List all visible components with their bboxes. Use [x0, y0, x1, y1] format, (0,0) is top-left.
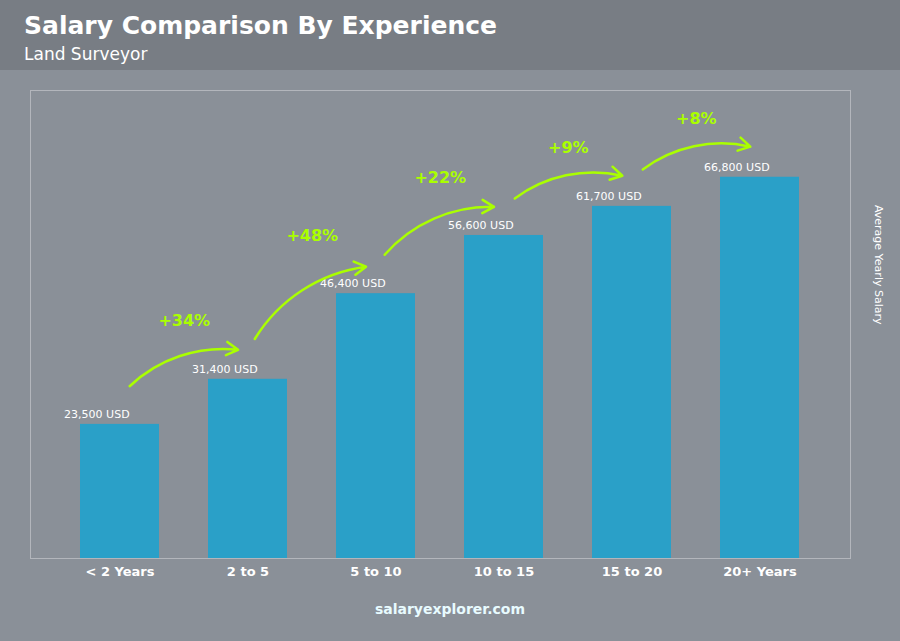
svg-text:+9%: +9% — [548, 138, 589, 157]
svg-text:20+ Years: 20+ Years — [723, 564, 797, 579]
html-text:salaryexplorer.com: salaryexplorer.com — [374, 601, 526, 617]
svg-text:61,700 USD: 61,700 USD — [576, 190, 642, 203]
svg-text:5 to 10: 5 to 10 — [350, 564, 401, 579]
svg-text:+34%: +34% — [158, 311, 210, 330]
svg-text:< 2 Years: < 2 Years — [86, 564, 155, 579]
svg-text:31,400 USD: 31,400 USD — [192, 363, 258, 376]
svg-text:15 to 20: 15 to 20 — [602, 564, 662, 579]
svg-text:+48%: +48% — [286, 226, 338, 245]
html-text:Salary Comparison By Experienc: Salary Comparison By Experience — [24, 11, 497, 40]
svg-text:2 to 5: 2 to 5 — [227, 564, 269, 579]
svg-text:56,600 USD: 56,600 USD — [448, 219, 514, 232]
html-text:Land Surveyor: Land Surveyor — [24, 44, 148, 64]
svg-text:46,400 USD: 46,400 USD — [320, 277, 386, 290]
svg-text:+22%: +22% — [414, 168, 466, 187]
svg-text:10 to 15: 10 to 15 — [474, 564, 534, 579]
svg-text:+8%: +8% — [676, 109, 717, 128]
svg-text:Average Yearly Salary: Average Yearly Salary — [872, 205, 885, 325]
svg-text:66,800 USD: 66,800 USD — [704, 161, 770, 174]
svg-text:23,500 USD: 23,500 USD — [64, 408, 130, 421]
